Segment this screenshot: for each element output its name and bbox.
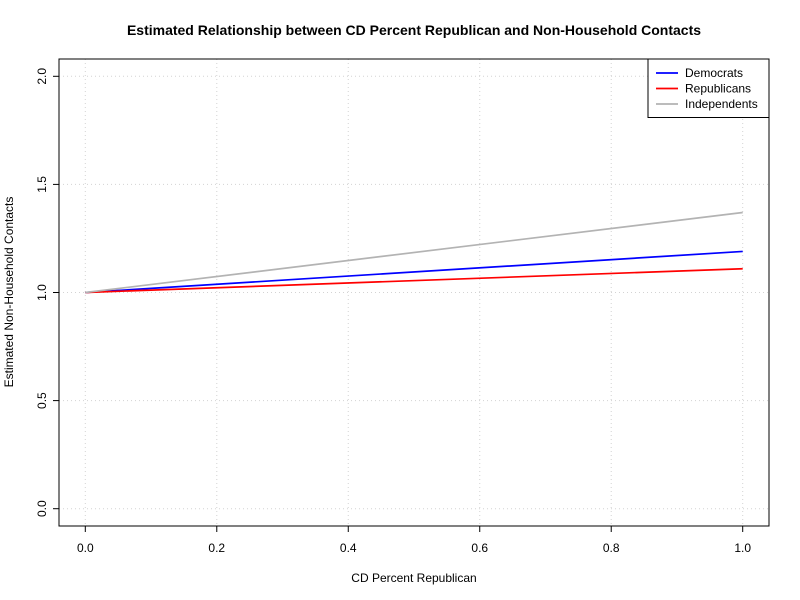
legend-label-republicans: Republicans <box>685 82 751 96</box>
y-axis-label: Estimated Non-Household Contacts <box>2 197 16 388</box>
x-tick-label: 0.0 <box>77 541 94 555</box>
x-tick-label: 1.0 <box>734 541 751 555</box>
y-tick-label: 0.5 <box>35 392 49 409</box>
x-tick-label: 0.8 <box>603 541 620 555</box>
axis-layer: 0.0 0.2 0.4 0.6 0.8 1.0 0.0 0.5 1.0 1.5 2.0 <box>35 68 751 555</box>
series-line-democrats <box>85 250 743 294</box>
x-axis-label: CD Percent Republican <box>351 571 476 585</box>
y-tick-label: 1.5 <box>35 176 49 193</box>
series-line-independents <box>85 211 743 294</box>
grid-layer <box>59 59 769 526</box>
legend-label-democrats: Democrats <box>685 66 743 80</box>
y-tick-label: 0.0 <box>35 500 49 517</box>
series-line-republicans <box>85 267 743 294</box>
legend-label-independents: Independents <box>685 97 758 111</box>
y-tick-label: 2.0 <box>35 68 49 85</box>
chart-title: Estimated Relationship between CD Percen… <box>127 22 701 38</box>
x-tick-label: 0.6 <box>471 541 488 555</box>
x-tick-label: 0.2 <box>208 541 225 555</box>
y-tick-label: 1.0 <box>35 284 49 301</box>
series-layer <box>85 211 743 294</box>
x-tick-label: 0.4 <box>340 541 357 555</box>
plot-frame <box>58 58 770 527</box>
